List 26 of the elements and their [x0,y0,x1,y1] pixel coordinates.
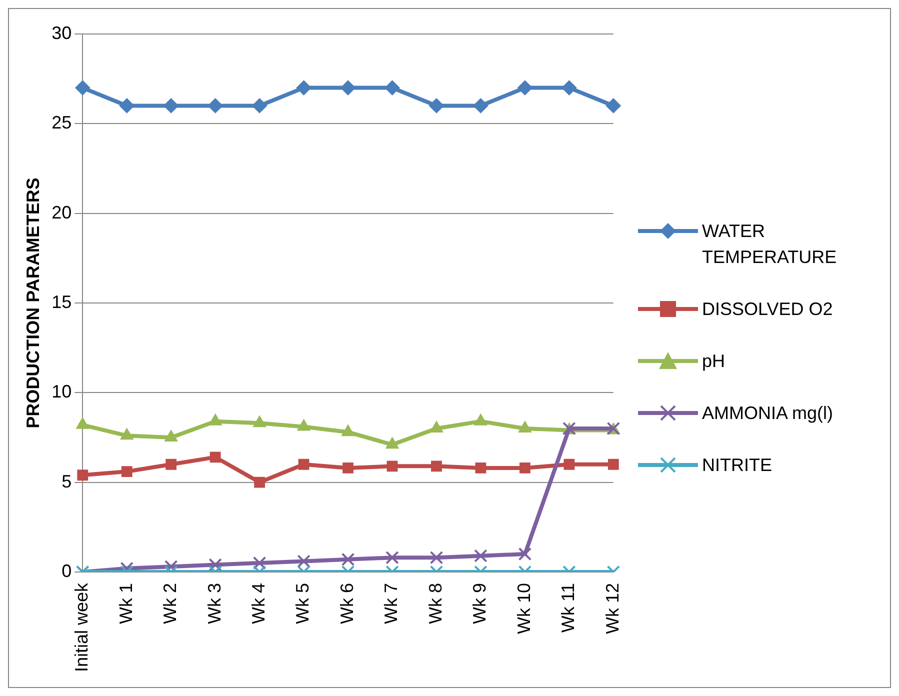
x-tick-label: Wk 2 [160,582,180,624]
y-tick-label: 30 [52,22,72,43]
x-tick-label: Wk 6 [336,582,357,624]
y-tick-label: 20 [52,202,72,222]
x-tick-label: Initial week [72,582,92,672]
x-tick-label: Wk 8 [425,582,446,624]
legend-label: pH [702,350,726,373]
x-tick-label: Wk 7 [381,582,402,624]
y-tick-label: 25 [52,112,72,133]
legend-label: WATER TEMPERATURE [702,220,838,269]
y-tick-label: 5 [62,471,72,492]
y-tick-label: 15 [52,292,72,312]
y-tick-label: 0 [62,560,72,581]
legend-label: AMMONIA mg(l) [702,402,834,425]
x-tick-label: Wk 11 [558,582,578,633]
x-tick-label: Wk 12 [602,582,622,634]
legend-label: DISSOLVED O2 [702,298,834,321]
x-tick-label: Wk 3 [204,582,224,624]
x-tick-label: Wk 5 [292,582,313,624]
y-axis-title: PRODUCTION PARAMETERS [22,178,43,428]
x-tick-label: Wk 1 [116,582,136,624]
y-tick-label: 10 [52,382,72,402]
legend-label: NITRITE [702,454,773,477]
x-tick-label: Wk 10 [514,582,534,634]
x-tick-label: Wk 4 [248,582,269,624]
x-tick-label: Wk 9 [470,582,490,624]
